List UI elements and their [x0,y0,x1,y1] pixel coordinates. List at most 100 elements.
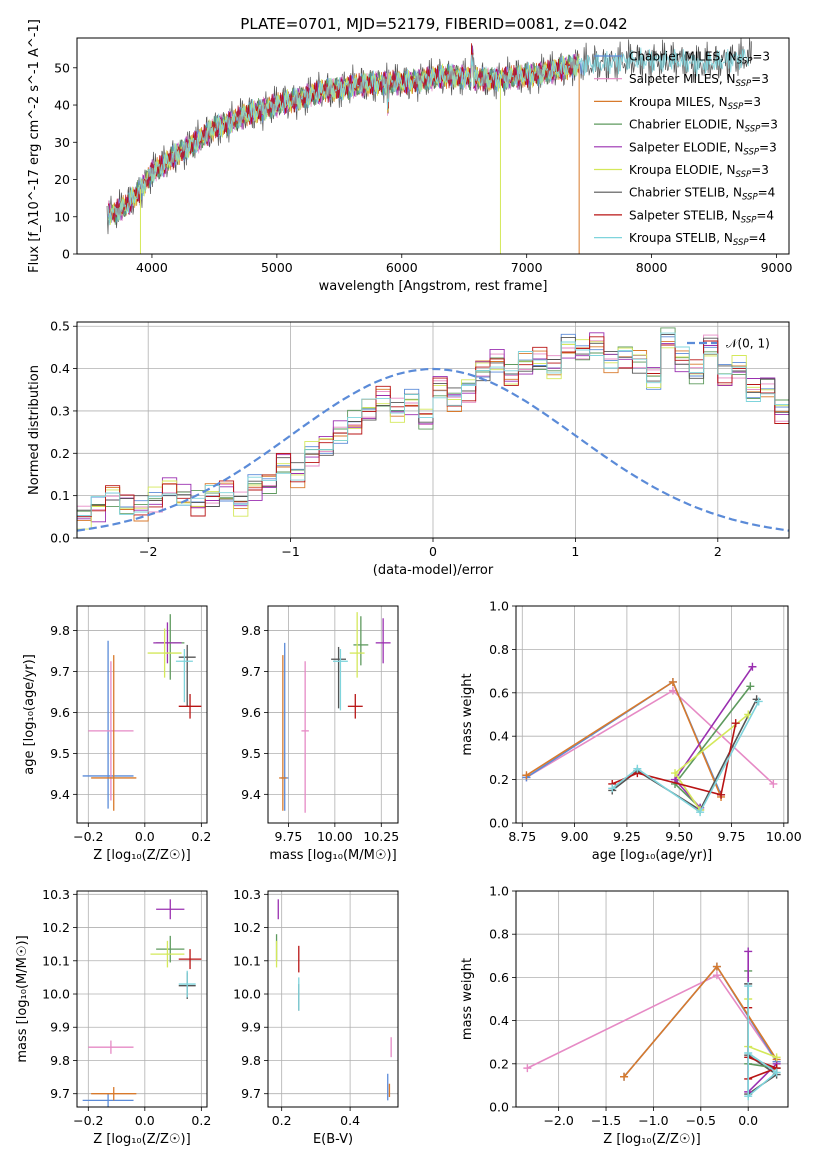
mass_vs_Z-frame [76,890,208,1108]
legend-value: =4 [749,231,767,245]
age_vs_Z-frame [76,605,208,824]
x-tick-label: 9.75 [275,829,303,844]
x-axis-label: wavelength [Angstrom, rest frame] [319,279,548,294]
y-tick-label: 10 [54,209,70,224]
x-tick-label: 9.00 [561,829,589,844]
residuals-axes: −2 −1 0 1 2 0.0 0.1 0.2 0.3 0.4 0.5 (data-model)/er… [27,319,790,578]
y-tick-label: 0.8 [489,642,509,657]
residuals-legend: 𝒩(0, 1) [687,337,770,351]
residuals-frame [76,321,790,539]
legend-subscript: SSP [743,147,759,157]
mass-weight-marker [769,779,778,788]
x-tick-label: 0.4 [340,1113,360,1128]
mass-weight-marker [748,662,757,671]
x-tick-label: 6000 [386,260,418,275]
normal-reference-curve [77,367,789,532]
y-tick-label: 0.6 [489,970,509,985]
legend-value: =3 [760,118,778,132]
x-tick-label: 4000 [136,260,168,275]
x-tick-label: −2.0 [543,1113,573,1128]
legend-label: Chabrier STELIB, NSSP=4 [629,186,775,203]
x-tick-label: 5000 [261,260,293,275]
legend-value: =3 [751,72,769,86]
age_vs_Z-axes: −0.2 0.0 0.2 9.4 9.5 9.6 9.7 9.8 Z [log₁₀(Z/Z☉)]… [22,605,211,863]
legend-label: Chabrier ELODIE, NSSP=3 [629,118,778,135]
age_vs_mass-points [279,612,391,813]
mass-weight-marker [746,682,755,691]
age_vs_Z-points [82,614,202,811]
mass-weight-marker [608,784,617,793]
y-tick-label: 0.2 [489,1056,509,1071]
x-tick-label: 0.0 [135,1113,155,1128]
y-axis-label: mass weight [460,673,475,755]
y-tick-label: 9.7 [50,1086,70,1101]
legend-value: =4 [756,208,774,222]
mass-weight-marker [744,1092,753,1101]
y-tick-label: 1.0 [489,884,509,899]
y-tick-label: 0.2 [489,772,509,787]
x-tick-label: −1.0 [638,1113,668,1128]
y-tick-label: 10.0 [233,987,261,1002]
x-tick-label: −1 [281,544,299,559]
legend-value: =3 [743,95,761,109]
legend-subscript: SSP [742,193,758,203]
y-tick-label: 9.7 [50,664,70,679]
mass_vs_EBV-points [275,899,392,1101]
residuals-series [77,327,789,532]
y-tick-label: 9.4 [50,787,70,802]
mass-weight-marker [712,962,721,971]
y-axis-label: Normed distribution [27,365,42,495]
y-tick-label: 9.8 [50,623,70,638]
mass-weight-marker [668,686,677,695]
x-axis-label: (data-model)/error [373,563,494,578]
y-tick-label: 9.9 [241,1020,261,1035]
mass-weight-marker [717,790,726,799]
y-tick-label: 0.6 [489,685,509,700]
y-tick-label: 9.6 [241,705,261,720]
y-tick-label: 0.3 [50,403,70,418]
y-tick-label: 10.2 [233,920,261,935]
x-tick-label: 0.2 [272,1113,292,1128]
y-tick-label: 9.7 [241,1086,261,1101]
mass-weight-marker [772,1053,781,1062]
y-axis-label: mass [log₁₀(M/M☉)] [15,935,30,1062]
mass_vs_Z-axes: −0.2 0.0 0.2 9.7 9.8 9.9 10.0 10.1 10.2 10.3 Z [lo… [15,887,211,1147]
mass-weight-marker [744,982,753,991]
weight_vs_age-frame [515,605,789,824]
y-tick-label: 0.8 [489,927,509,942]
x-tick-label: 8.75 [508,829,536,844]
legend-subscript: SSP [736,79,752,89]
y-tick-label: 20 [54,172,70,187]
y-tick-label: 1.0 [489,599,509,614]
x-tick-label: 7000 [511,260,543,275]
legend-subscript: SSP [741,215,757,225]
mass-weight-marker [754,697,763,706]
x-tick-label: 10.00 [317,829,353,844]
x-tick-label: 0.2 [191,829,211,844]
y-tick-label: 10.1 [233,953,261,968]
mass-weight-marker [744,947,753,956]
mass-weight-marker [523,1064,532,1073]
legend-value: =4 [758,186,776,200]
legend-label: Kroupa STELIB, NSSP=4 [629,231,766,248]
x-tick-label: −0.2 [73,829,103,844]
y-tick-label: 0.1 [50,488,70,503]
y-tick-label: 0.0 [489,1100,509,1115]
age_vs_mass-axes: 9.75 10.00 10.25 9.4 9.5 9.6 9.7 9.8 mass [log₁₀… [241,605,399,863]
mass-weight-marker [522,771,531,780]
y-tick-label: 30 [54,135,70,150]
y-axis-label: mass weight [460,958,475,1040]
spectrum-legend: Chabrier MILES, NSSP=3 Salpeter MILES, NS… [594,50,778,248]
legend-value: =3 [752,50,770,64]
legend-subscript: SSP [745,125,761,135]
y-axis-label: age [log₁₀(age/yr)] [22,654,37,775]
legend-label: Kroupa ELODIE, NSSP=3 [629,163,769,180]
y-tick-label: 9.8 [241,623,261,638]
weight_vs_age-axes: 8.75 9.00 9.25 9.50 9.75 10.00 0.0 0.2 0.4 0.6 0.8… [460,599,802,864]
legend-label: Salpeter MILES, NSSP=3 [629,72,769,89]
weight_vs_Z-frame [515,890,789,1108]
y-tick-label: 10.3 [233,887,261,902]
x-tick-label: 0 [429,544,437,559]
x-axis-label: mass [log₁₀(M/M☉)] [269,848,396,863]
